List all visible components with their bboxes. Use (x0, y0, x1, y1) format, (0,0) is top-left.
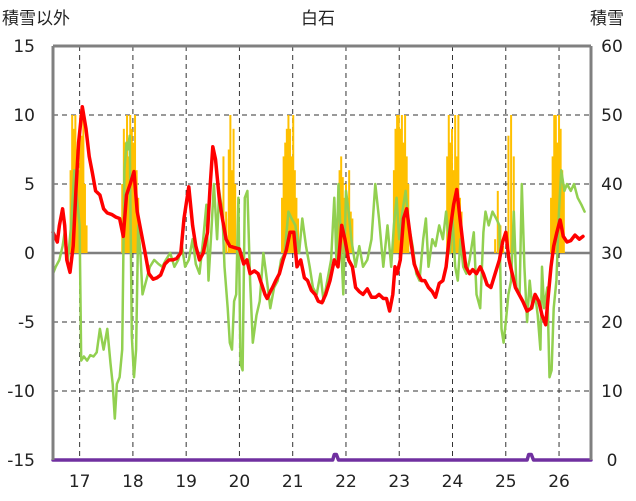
snow-bar (554, 115, 557, 253)
snow-bar (83, 184, 86, 253)
snow-bar (550, 197, 553, 253)
snow-bar (282, 156, 285, 253)
x-tick-label: 23 (388, 472, 410, 492)
x-tick-label: 25 (495, 472, 517, 492)
y-right-tick-label: 10 (601, 382, 623, 402)
x-tick-label: 20 (229, 472, 251, 492)
snow-bar (450, 128, 453, 253)
snow-bar (494, 239, 497, 253)
y-right-tick-label: 30 (601, 244, 623, 264)
left-axis-label: 積雪以外 (2, 9, 70, 29)
snow-bar (69, 170, 72, 253)
plot-frame (51, 44, 593, 460)
snow-bar (553, 115, 556, 253)
snow-bar (289, 128, 292, 253)
snow-bar (293, 170, 296, 253)
snow-bar (234, 184, 237, 253)
snow-bar (351, 218, 354, 253)
y-left-tick-label: 15 (13, 37, 35, 57)
y-right-tick-labels: 60 50 40 30 20 10 0 (601, 37, 623, 471)
snow-bar (392, 170, 395, 253)
snow-bar (222, 156, 225, 253)
x-tick-label: 24 (442, 472, 464, 492)
snow-bar (341, 177, 344, 253)
y-left-tick-labels: 15 10 5 0 -5 -10 -15 (7, 37, 35, 471)
y-left-tick-label: -5 (18, 313, 35, 333)
purple-series (51, 452, 593, 462)
snow-bar (227, 149, 230, 253)
snow-bar (404, 115, 407, 253)
snow-bar (132, 142, 135, 253)
right-axis-label: 積雪 (590, 9, 624, 29)
x-tick-label: 26 (548, 472, 570, 492)
snow-bar (229, 115, 232, 253)
snow-bar (551, 156, 554, 253)
snow-bar (85, 225, 88, 253)
snow-bar (561, 170, 564, 253)
snow-bar (130, 128, 133, 253)
red-line-path (51, 104, 585, 327)
y-left-tick-label: 10 (13, 106, 35, 126)
y-left-tick-label: -15 (7, 451, 35, 471)
y-right-tick-label: 50 (601, 106, 623, 126)
snow-bar (79, 115, 82, 253)
snow-bar (558, 115, 561, 253)
snow-bar (454, 115, 457, 253)
snow-bar (457, 115, 460, 253)
snow-bar (507, 135, 510, 253)
snow-bar (346, 197, 349, 253)
snow-bar (399, 128, 402, 253)
y-left-tick-label: -10 (7, 382, 35, 402)
snow-bar (447, 115, 450, 253)
snow-bar (281, 197, 284, 253)
snow-bar (449, 142, 452, 253)
y-right-tick-label: 20 (601, 313, 623, 333)
snow-bar (287, 115, 290, 253)
snow-bar (502, 246, 505, 253)
chart-title: 白石 (301, 9, 335, 29)
x-tick-labels: 17 18 19 20 21 22 23 24 25 26 (69, 472, 570, 492)
snow-bar (71, 115, 74, 253)
purple-line-path (51, 452, 593, 462)
snow-bar (446, 156, 449, 253)
snow-bar (126, 115, 129, 253)
snow-bar (285, 128, 288, 253)
x-tick-label: 17 (69, 472, 91, 492)
snow-bar (397, 115, 400, 253)
y-right-tick-label: 0 (607, 451, 618, 471)
snow-bar (232, 128, 235, 253)
snow-bar (292, 115, 295, 253)
y-right-tick-label: 40 (601, 175, 623, 195)
y-left-tick-label: 0 (24, 244, 35, 264)
y-left-tick-label: 5 (24, 175, 35, 195)
snow-bar (400, 115, 403, 253)
snow-bar (80, 135, 83, 253)
red-series (51, 104, 585, 327)
snow-bar (121, 184, 124, 253)
snow-bar (556, 142, 559, 253)
snow-bar (284, 142, 287, 253)
x-tick-label: 19 (175, 472, 197, 492)
snow-bar (512, 156, 515, 253)
snow-bar (230, 170, 233, 253)
x-tick-label: 18 (122, 472, 144, 492)
snow-bar (127, 156, 130, 253)
y-right-tick-label: 60 (601, 37, 623, 57)
x-tick-label: 22 (335, 472, 357, 492)
snow-bar (82, 115, 85, 253)
snow-bar (290, 156, 293, 253)
snow-bar (562, 184, 565, 253)
snow-bar (340, 156, 343, 253)
x-tick-label: 21 (282, 472, 304, 492)
snow-bar (396, 115, 399, 253)
snow-bar (510, 115, 513, 253)
snow-bar (394, 128, 397, 253)
